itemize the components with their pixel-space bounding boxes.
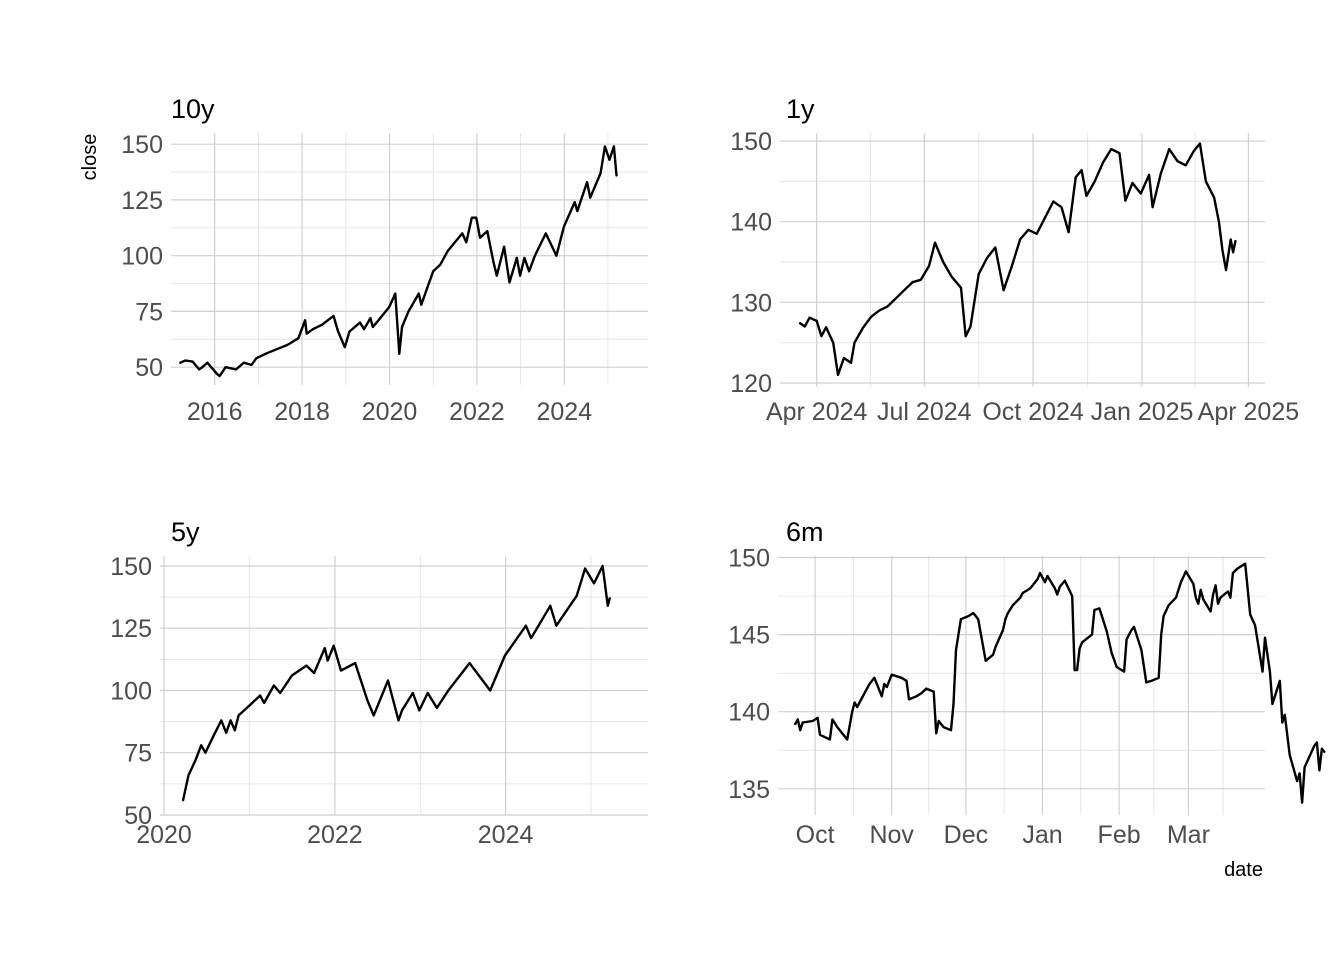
x-tick-label: Oct bbox=[796, 821, 835, 849]
y-tick-label: 150 bbox=[730, 128, 772, 156]
x-tick-label: Jan 2025 bbox=[1091, 398, 1194, 426]
y-tick-label: 135 bbox=[728, 776, 770, 804]
y-tick-label: 140 bbox=[730, 209, 772, 237]
x-tick-label: Apr 2025 bbox=[1198, 398, 1299, 426]
y-tick-label: 145 bbox=[728, 622, 770, 650]
panel-title: 1y bbox=[786, 94, 815, 124]
x-tick-label: 2022 bbox=[307, 821, 363, 849]
x-tick-label: 2024 bbox=[536, 398, 592, 426]
series-line bbox=[798, 142, 1237, 377]
y-tick-label: 75 bbox=[135, 298, 163, 326]
panel-title: 6m bbox=[786, 517, 824, 547]
x-tick-label: Dec bbox=[944, 821, 988, 849]
x-tick-label: Jul 2024 bbox=[877, 398, 972, 426]
panel-title: 10y bbox=[171, 94, 215, 124]
x-tick-label: Nov bbox=[869, 821, 914, 849]
y-tick-label: 50 bbox=[124, 802, 152, 830]
series-line bbox=[794, 562, 1326, 804]
x-tick-label: Jan bbox=[1022, 821, 1062, 849]
y-tick-label: 150 bbox=[121, 131, 163, 159]
x-tick-label: 2016 bbox=[187, 398, 243, 426]
series-line bbox=[179, 145, 618, 378]
x-tick-label: 2020 bbox=[136, 821, 192, 849]
y-tick-label: 150 bbox=[728, 545, 770, 573]
y-tick-label: 125 bbox=[110, 615, 152, 643]
y-tick-label: 75 bbox=[124, 740, 152, 768]
y-tick-label: 130 bbox=[730, 289, 772, 317]
x-tick-label: 2018 bbox=[274, 398, 330, 426]
x-tick-label: Apr 2024 bbox=[766, 398, 868, 426]
x-tick-label: Mar bbox=[1167, 821, 1210, 849]
x-tick-label: 2024 bbox=[478, 821, 534, 849]
y-tick-label: 125 bbox=[121, 187, 163, 215]
x-tick-label: 2022 bbox=[449, 398, 505, 426]
y-tick-label: 100 bbox=[110, 678, 152, 706]
x-tick-label: Oct 2024 bbox=[982, 398, 1084, 426]
x-tick-label: 2020 bbox=[362, 398, 418, 426]
y-tick-label: 100 bbox=[121, 243, 163, 271]
y-tick-label: 140 bbox=[728, 699, 770, 727]
series-line bbox=[181, 564, 611, 802]
y-tick-label: 50 bbox=[135, 354, 163, 382]
x-tick-label: Feb bbox=[1098, 821, 1141, 849]
panel-title: 5y bbox=[171, 517, 200, 547]
y-tick-label: 120 bbox=[730, 370, 772, 398]
y-tick-label: 150 bbox=[110, 553, 152, 581]
